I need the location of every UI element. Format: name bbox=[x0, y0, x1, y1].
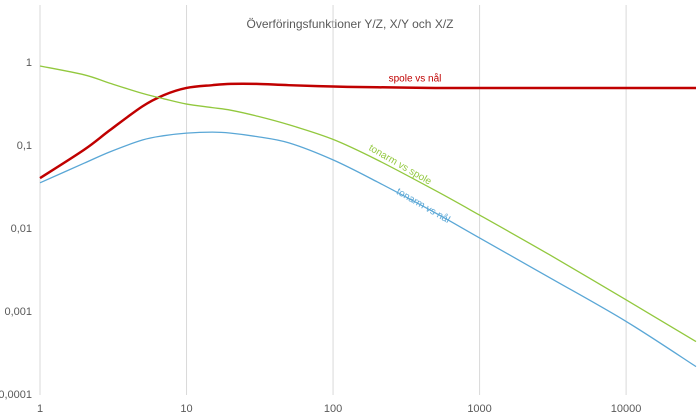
series-line bbox=[39, 82, 696, 180]
x-tick-label: 100 bbox=[324, 403, 342, 415]
y-tick-label: 1 bbox=[26, 57, 32, 69]
y-tick-label: 0,01 bbox=[11, 223, 32, 235]
x-tick-label: 1000 bbox=[467, 403, 491, 415]
chart-title: Överföringsfunktioner Y/Z, X/Y och X/Z bbox=[247, 17, 454, 31]
x-tick-label: 10 bbox=[180, 403, 192, 415]
x-tick-label: 10000 bbox=[611, 403, 642, 415]
y-tick-label: 0,0001 bbox=[0, 389, 32, 401]
y-tick-label: 0,1 bbox=[17, 140, 32, 152]
series-line bbox=[39, 65, 697, 343]
y-tick-label: 0,001 bbox=[4, 306, 32, 318]
series-label: tonarm vs nål bbox=[394, 185, 452, 225]
x-tick-label: 1 bbox=[37, 403, 43, 415]
series-line bbox=[39, 131, 697, 368]
series-label: spole vs nål bbox=[389, 73, 442, 85]
